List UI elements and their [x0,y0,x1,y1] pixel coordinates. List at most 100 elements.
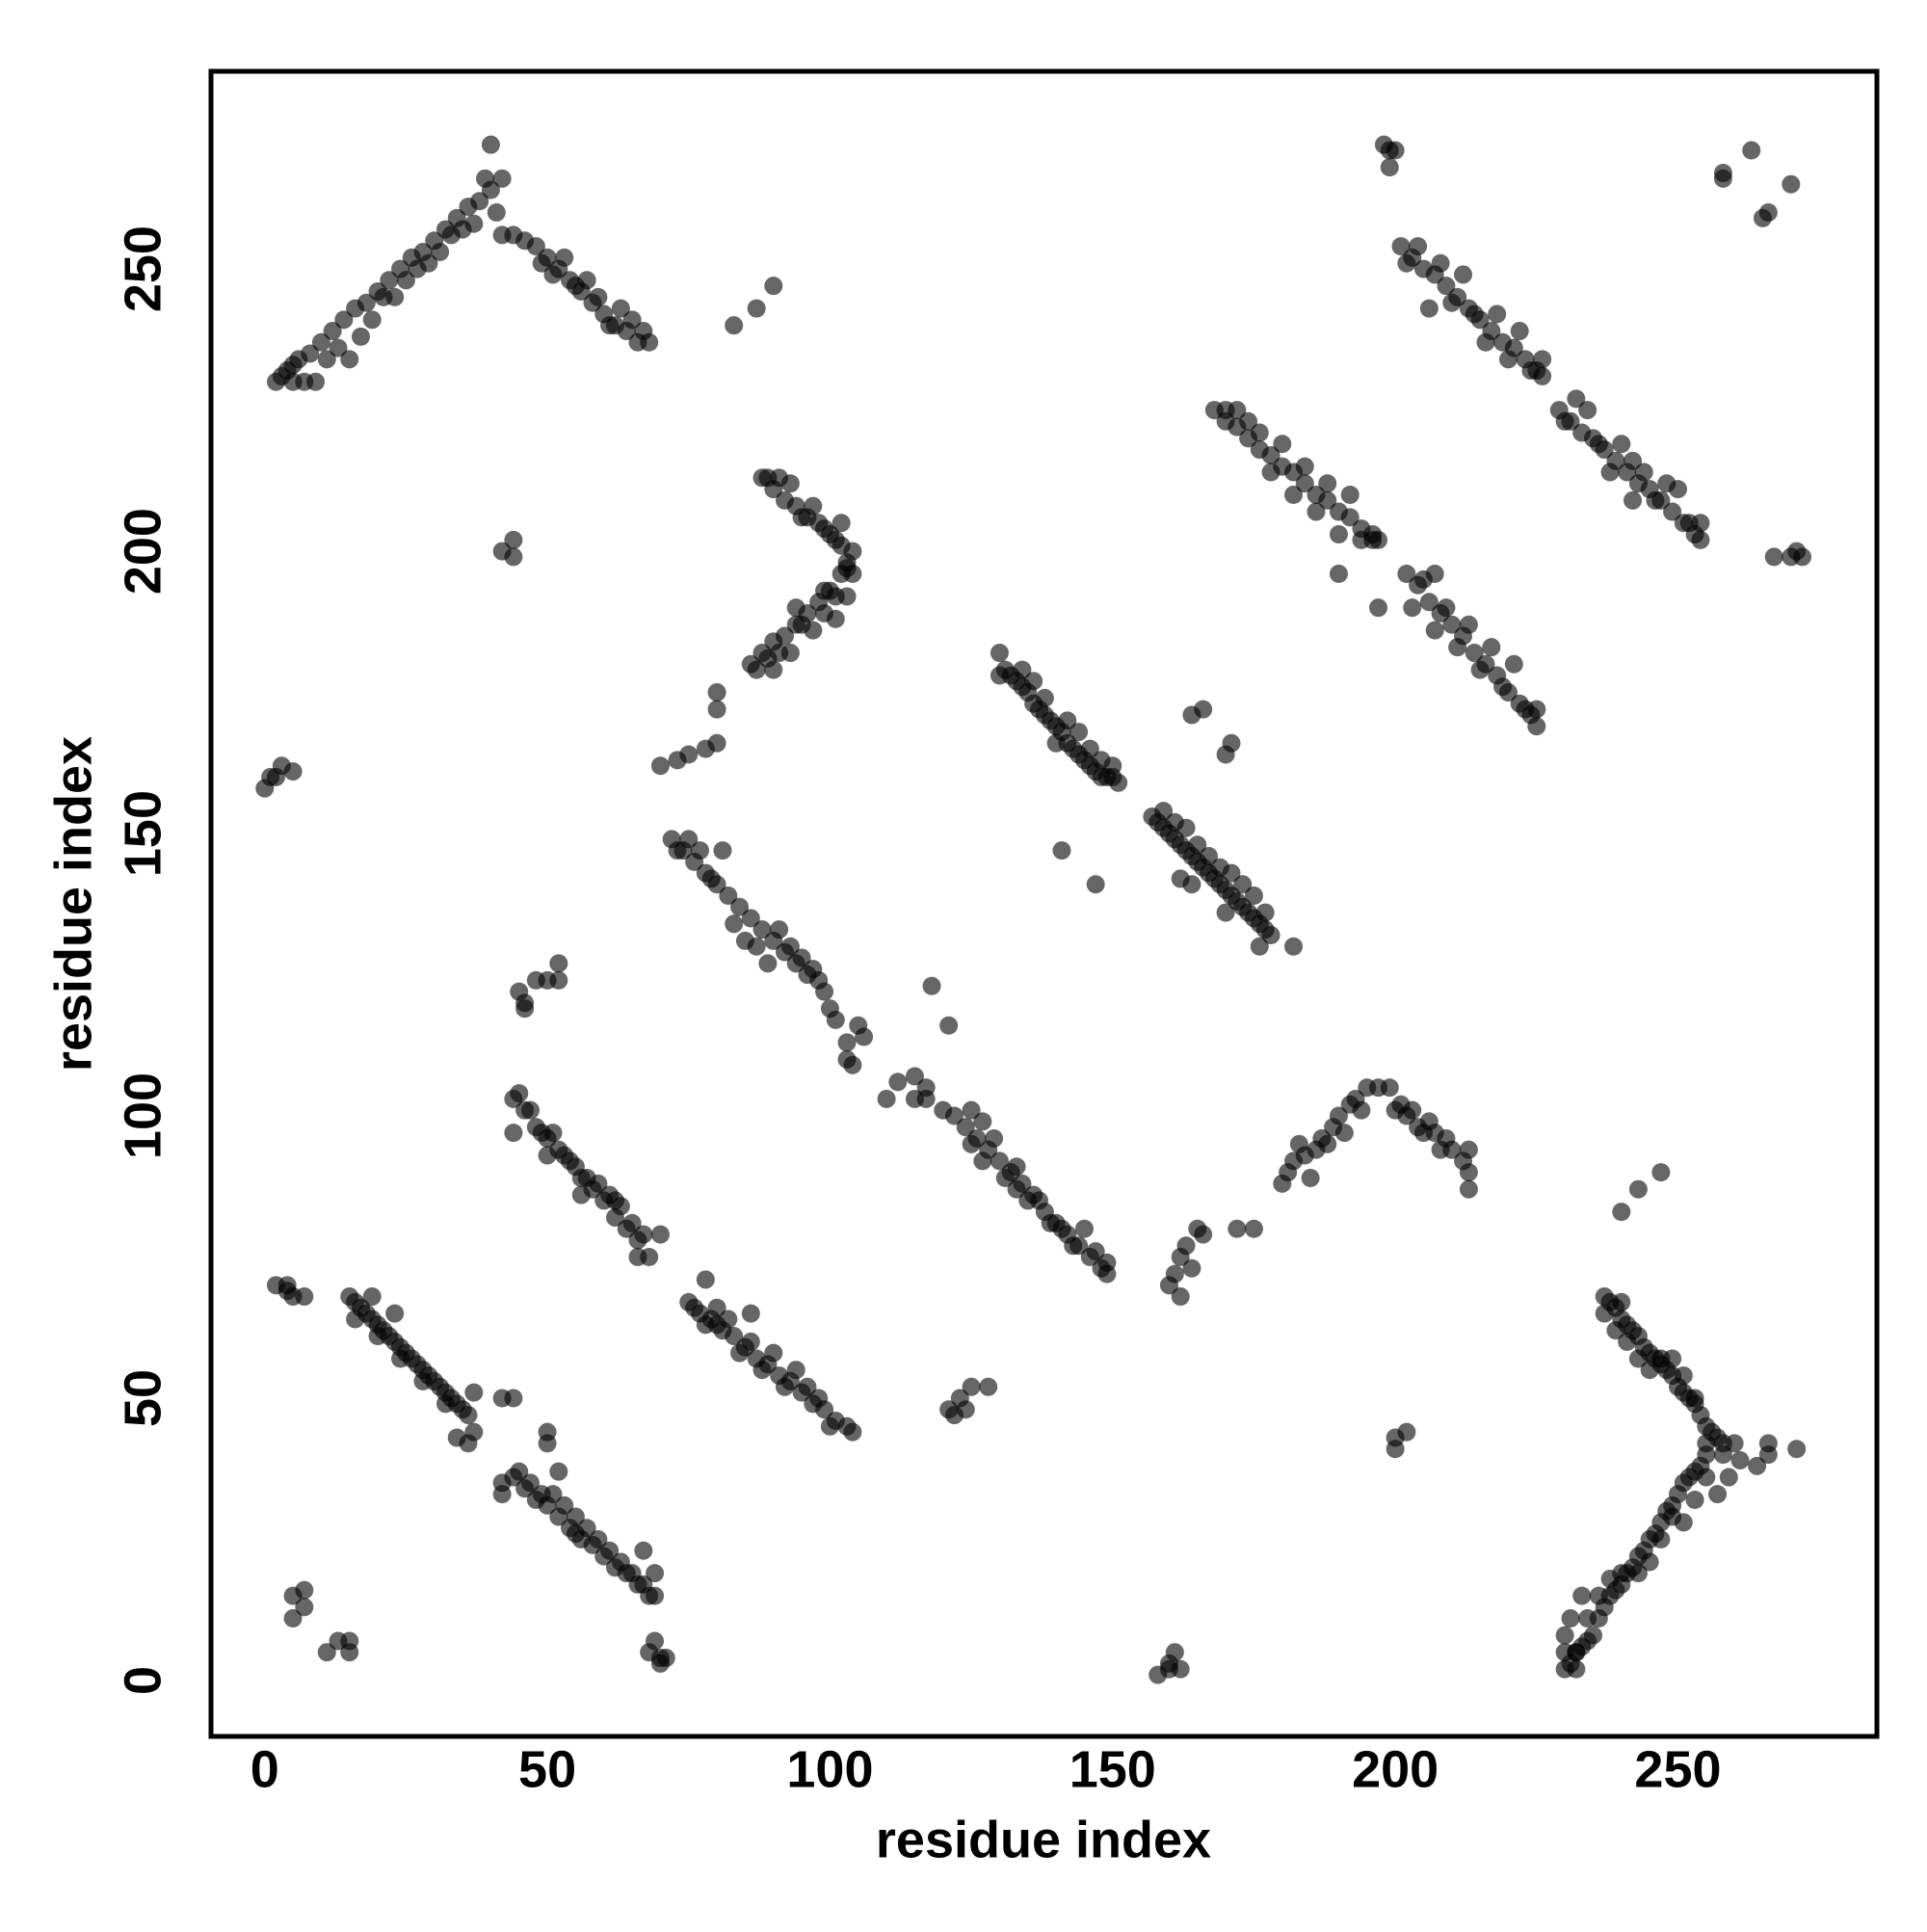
point [696,1270,715,1289]
point [1742,141,1761,160]
point [1261,463,1280,482]
point [679,830,699,849]
point [1674,1513,1693,1532]
point [1352,1100,1371,1120]
point [1628,1179,1648,1199]
point [566,1524,585,1544]
point [962,1377,981,1396]
point [306,372,326,391]
point [492,169,512,188]
y-tick-label: 250 [114,225,172,312]
point [1465,644,1484,663]
point [1397,253,1416,273]
point [1628,1349,1648,1368]
point [798,1377,817,1396]
point [804,621,823,640]
point [1578,401,1597,420]
point [1295,457,1314,476]
point [820,1416,839,1436]
point [1561,1609,1580,1628]
point [1295,474,1314,493]
point [1419,299,1439,318]
point [1165,1643,1184,1662]
point [1691,514,1710,533]
point [725,316,744,335]
point [1442,1140,1462,1159]
point [470,192,489,211]
point [1058,711,1077,730]
point [1589,1586,1608,1605]
point [775,490,794,510]
point [747,660,766,679]
point [391,1349,410,1368]
point [1527,700,1546,719]
point [1425,621,1444,640]
point [1403,598,1422,618]
x-tick-label: 150 [1069,1740,1156,1798]
point [1103,756,1122,776]
point [356,293,376,312]
point [690,841,709,860]
point [1459,1140,1478,1159]
point [1612,1203,1631,1222]
point [549,954,568,973]
point [295,1580,314,1600]
point [770,920,789,940]
point [1086,1242,1105,1261]
point [752,920,772,940]
point [1431,253,1450,273]
point [985,1128,1004,1148]
point [837,1033,857,1052]
point [730,1343,750,1363]
point [815,982,834,1001]
point [1216,903,1235,922]
point [1758,1434,1778,1453]
point [730,897,750,916]
point [780,644,800,663]
point [487,202,506,222]
point [532,253,551,273]
point [283,1609,303,1628]
point [1154,802,1174,821]
point [725,1327,744,1346]
point [1651,1163,1671,1182]
point [741,1332,760,1351]
point [1578,1609,1597,1628]
point [600,1541,620,1560]
point [1239,411,1258,431]
point [1663,1349,1682,1368]
point [555,1495,574,1515]
point [1555,1626,1574,1645]
point [707,700,726,719]
point [611,1552,630,1572]
point [323,322,342,341]
point [650,756,670,776]
point [707,683,726,702]
point [741,909,760,928]
point [758,954,778,973]
point [1651,1529,1671,1548]
point [1708,1485,1728,1504]
point [555,1146,574,1165]
point [1567,389,1586,409]
point [1284,485,1304,504]
point [1255,903,1275,922]
point [1188,835,1207,855]
point [1165,1264,1184,1284]
point [334,310,354,330]
points [255,135,1812,1684]
point [1725,1434,1744,1453]
point [1397,1422,1416,1442]
point [1273,435,1292,454]
point [764,277,783,296]
point [973,1112,992,1131]
point [577,271,596,290]
point [1628,1564,1648,1583]
point [713,841,732,860]
point [1442,293,1462,312]
point [1007,1179,1026,1199]
y-tick-label: 100 [114,1072,172,1159]
point [1583,1626,1602,1645]
point [520,1100,540,1120]
point [459,1406,478,1425]
